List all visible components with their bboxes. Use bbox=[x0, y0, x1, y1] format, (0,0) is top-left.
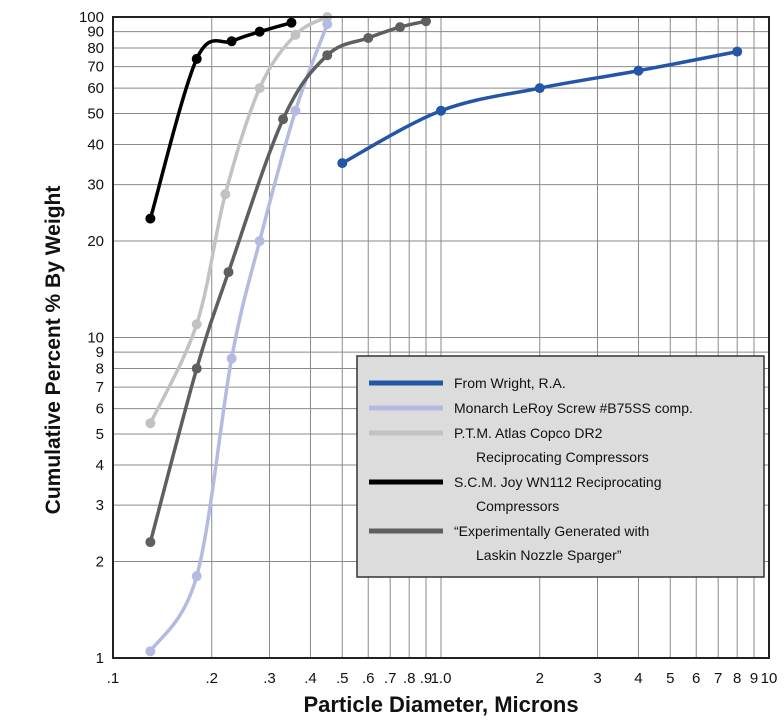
data-point bbox=[363, 32, 374, 43]
data-point bbox=[278, 114, 289, 125]
y-tick-label: 10 bbox=[87, 330, 104, 347]
legend-label: Reciprocating Compressors bbox=[476, 449, 649, 465]
plot-frame bbox=[112, 16, 770, 659]
x-tick-label: 6 bbox=[692, 670, 700, 687]
y-tick-label: 30 bbox=[87, 177, 104, 194]
x-tick-label: 4 bbox=[634, 670, 642, 687]
series-1 bbox=[145, 19, 333, 657]
data-point bbox=[290, 105, 301, 116]
data-point bbox=[145, 418, 156, 429]
y-tick-label: 2 bbox=[96, 554, 104, 571]
legend-label: Laskin Nozzle Sparger” bbox=[476, 547, 622, 563]
legend-label: Compressors bbox=[476, 498, 559, 514]
data-point bbox=[191, 53, 202, 64]
data-point bbox=[286, 17, 297, 28]
data-point bbox=[322, 19, 333, 30]
data-point bbox=[145, 213, 156, 224]
y-tick-label: 9 bbox=[96, 344, 104, 361]
data-point bbox=[145, 646, 156, 657]
data-point bbox=[633, 65, 644, 76]
data-point bbox=[290, 29, 301, 40]
series-3 bbox=[145, 17, 297, 224]
data-point bbox=[191, 363, 202, 374]
series-0 bbox=[337, 46, 743, 169]
data-point bbox=[534, 83, 545, 94]
data-point bbox=[191, 571, 202, 582]
data-point bbox=[226, 36, 237, 47]
x-tick-label: .1 bbox=[107, 670, 120, 687]
y-tick-label: 60 bbox=[87, 80, 104, 97]
series-2 bbox=[145, 12, 333, 429]
x-tick-label: 10 bbox=[761, 670, 778, 687]
data-point bbox=[395, 22, 406, 33]
x-tick-label: 2 bbox=[536, 670, 544, 687]
y-tick-label: 80 bbox=[87, 40, 104, 57]
x-tick-label: .2 bbox=[205, 670, 218, 687]
x-tick-label: .9 bbox=[420, 670, 433, 687]
series-line bbox=[148, 20, 294, 221]
data-point bbox=[436, 105, 446, 116]
data-point bbox=[732, 46, 743, 57]
x-tick-label: 5 bbox=[666, 670, 674, 687]
data-point bbox=[226, 353, 237, 364]
x-tick-labels: .1 .2 .3 .4 .5 .6 .7 .8.91.0 2 3 4 5 6 7 8 9 10 bbox=[107, 670, 778, 687]
data-point bbox=[420, 16, 431, 27]
data-point bbox=[220, 189, 231, 200]
y-tick-label: 5 bbox=[96, 426, 104, 443]
y-tick-label: 50 bbox=[87, 105, 104, 122]
y-tick-label: 6 bbox=[96, 401, 104, 418]
data-point bbox=[254, 83, 265, 94]
y-tick-label: 4 bbox=[96, 457, 104, 474]
y-tick-label: 100 bbox=[79, 9, 104, 26]
y-tick-label: 40 bbox=[87, 137, 104, 154]
data-point bbox=[191, 319, 202, 330]
x-tick-label: .8 bbox=[403, 670, 416, 687]
data-point bbox=[254, 236, 265, 247]
data-point bbox=[223, 267, 234, 278]
series-line bbox=[148, 15, 330, 426]
series-4 bbox=[145, 16, 431, 548]
x-tick-label: .6 bbox=[362, 670, 375, 687]
legend-label: S.C.M. Joy WN112 Reciprocating bbox=[454, 474, 661, 490]
data-point bbox=[337, 158, 348, 169]
x-axis-title: Particle Diameter, Microns bbox=[303, 692, 578, 717]
data-point bbox=[145, 537, 156, 548]
legend-label: From Wright, R.A. bbox=[454, 375, 566, 391]
legend-label: P.T.M. Atlas Copco DR2 bbox=[454, 425, 603, 441]
legend: From Wright, R.A. Monarch LeRoy Screw #B7… bbox=[356, 355, 765, 578]
legend-label: Monarch LeRoy Screw #B75SS comp. bbox=[454, 400, 693, 416]
y-tick-label: 7 bbox=[96, 379, 104, 396]
x-tick-label: .3 bbox=[263, 670, 276, 687]
data-point bbox=[322, 50, 333, 61]
x-tick-label: 1.0 bbox=[431, 670, 452, 687]
data-point bbox=[254, 26, 265, 37]
y-tick-label: 1 bbox=[96, 650, 104, 667]
x-tick-label: 7 bbox=[714, 670, 722, 687]
y-tick-label: 70 bbox=[87, 59, 104, 76]
y-tick-label: 8 bbox=[96, 361, 104, 378]
y-axis-title: Cumulative Percent % By Weight bbox=[42, 186, 65, 515]
y-tick-label: 20 bbox=[87, 233, 104, 250]
y-tick-label: 3 bbox=[96, 497, 104, 514]
legend-label: “Experimentally Generated with bbox=[454, 523, 649, 539]
series-layer bbox=[145, 12, 743, 657]
y-tick-label: 90 bbox=[87, 24, 104, 41]
x-tick-label: 3 bbox=[593, 670, 601, 687]
x-tick-label: .5 bbox=[336, 670, 349, 687]
legend-box bbox=[356, 355, 765, 578]
x-tick-label: 8 bbox=[733, 670, 741, 687]
x-tick-label: 9 bbox=[750, 670, 758, 687]
x-tick-label: .7 bbox=[384, 670, 397, 687]
x-tick-label: .4 bbox=[304, 670, 317, 687]
